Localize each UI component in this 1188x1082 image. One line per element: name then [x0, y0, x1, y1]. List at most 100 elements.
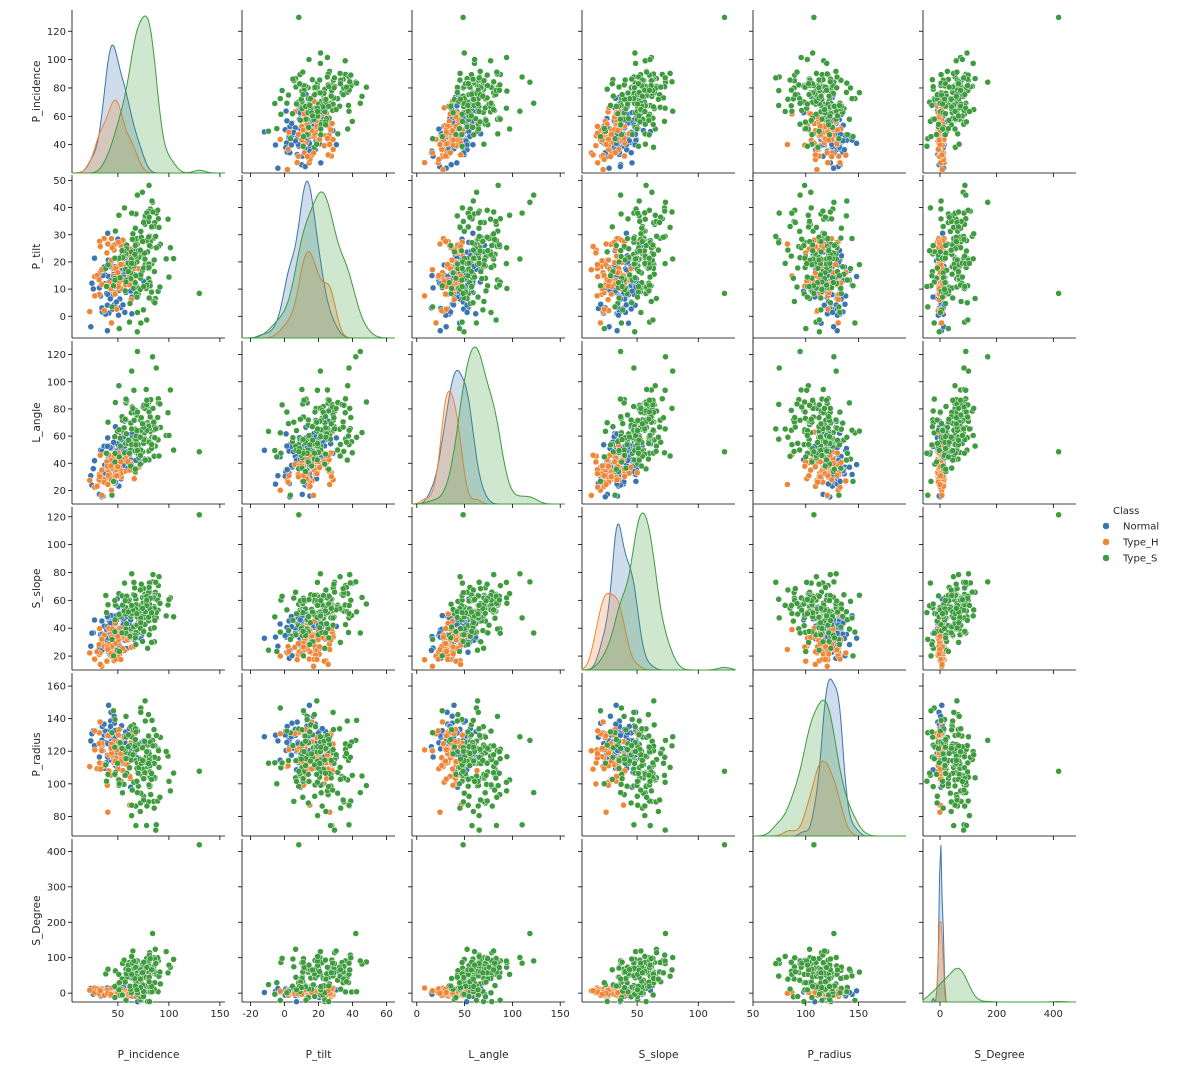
- point-Type_H: [935, 136, 943, 144]
- point-Type_S: [808, 415, 815, 423]
- point-Type_S: [835, 303, 843, 311]
- point-Type_S: [843, 89, 850, 96]
- y-tick-label: 10: [53, 285, 66, 296]
- point-Type_S: [927, 133, 935, 140]
- point-Type_S: [128, 260, 135, 267]
- point-Type_H: [115, 239, 122, 246]
- panel-P_incidence-vs-S_slope: [578, 10, 735, 177]
- point-Type_S: [503, 285, 511, 292]
- point-Type_S: [798, 236, 805, 243]
- point-Type_H: [104, 240, 112, 248]
- point-Type_S: [621, 76, 629, 84]
- point-Type_S: [613, 103, 620, 110]
- point-Type_H: [588, 492, 595, 499]
- point-Type_S: [325, 83, 332, 90]
- point-Type_H: [443, 305, 450, 313]
- point-Type_S: [952, 414, 960, 421]
- point-Type_S: [317, 49, 324, 57]
- point-Type_S: [149, 353, 156, 361]
- point-Type_S: [935, 447, 943, 454]
- y-tick-label: 20: [53, 486, 66, 497]
- point-Type_S: [641, 108, 649, 115]
- point-Type_S: [775, 401, 783, 408]
- point-Type_S: [314, 425, 321, 433]
- point-Type_S: [613, 465, 620, 473]
- point-Type_S: [962, 387, 969, 394]
- point-Type_S: [839, 263, 846, 271]
- point-Normal: [846, 463, 853, 471]
- point-Type_S: [128, 367, 135, 375]
- point-Type_S: [623, 441, 631, 448]
- point-Type_S: [971, 295, 979, 302]
- point-Type_S: [167, 386, 174, 394]
- point-Normal: [437, 327, 444, 334]
- point-Type_S: [942, 465, 949, 473]
- point-Type_S: [271, 100, 279, 107]
- point-Type_S: [847, 265, 854, 272]
- point-Type_S: [635, 283, 642, 290]
- point-Type_S: [805, 441, 812, 448]
- point-Type_H: [108, 235, 115, 242]
- point-Type_S: [475, 224, 483, 232]
- point-Type_S: [129, 405, 137, 412]
- point-Type_S: [487, 309, 495, 316]
- point-Type_S: [317, 131, 325, 139]
- point-Type_S: [492, 316, 500, 324]
- point-Type_S: [626, 271, 633, 279]
- kde-Type_S: [242, 191, 395, 339]
- point-Normal: [104, 434, 111, 442]
- point-Type_S: [814, 265, 822, 272]
- point-Type_S: [153, 244, 160, 252]
- point-Type_S: [132, 465, 139, 473]
- point-Type_S: [458, 111, 466, 118]
- point-Type_S: [325, 397, 333, 404]
- point-Type_S: [966, 260, 973, 267]
- point-Type_S: [815, 414, 823, 421]
- point-Type_S: [468, 283, 475, 290]
- point-Type_S: [792, 423, 799, 431]
- point-Type_S: [458, 247, 465, 255]
- y-tick-label: 80: [53, 404, 66, 415]
- point-Type_S: [302, 468, 309, 475]
- point-Type_S: [344, 125, 351, 133]
- point-Type_H: [621, 473, 628, 480]
- point-Type_S: [656, 423, 663, 431]
- point-Type_S: [137, 452, 144, 459]
- point-Type_S: [112, 399, 119, 406]
- point-Type_S: [856, 261, 863, 268]
- point-Type_S: [167, 244, 174, 251]
- point-Type_H: [443, 140, 450, 148]
- point-Type_S: [809, 49, 816, 57]
- point-Type_S: [321, 460, 329, 468]
- point-Type_S: [619, 306, 626, 314]
- point-Normal: [299, 491, 306, 498]
- point-Type_S: [963, 247, 970, 255]
- point-Type_S: [324, 54, 331, 61]
- point-Type_S: [955, 268, 962, 275]
- point-Type_S: [470, 197, 477, 205]
- point-Type_S: [849, 133, 857, 140]
- point-Type_S: [460, 218, 467, 225]
- point-Normal: [428, 272, 436, 279]
- point-Type_H: [328, 120, 336, 127]
- point-Type_S: [825, 121, 832, 129]
- y-tick-label: 120: [47, 350, 66, 361]
- point-Type_S: [843, 212, 850, 220]
- point-Type_S: [955, 80, 962, 87]
- point-Type_H: [294, 153, 302, 160]
- point-Normal: [853, 461, 860, 468]
- point-Type_H: [812, 151, 819, 159]
- point-Type_S: [151, 434, 159, 441]
- point-Type_S: [343, 438, 350, 446]
- point-Type_S: [944, 68, 951, 75]
- y-axis-label: L_angle: [31, 402, 43, 442]
- point-Type_S: [345, 102, 352, 109]
- point-Type_S: [635, 436, 643, 444]
- point-Type_S: [156, 400, 164, 408]
- point-Type_S: [345, 432, 352, 440]
- point-Type_S: [601, 325, 608, 332]
- point-Normal: [128, 310, 136, 318]
- point-Type_S: [960, 403, 968, 411]
- point-Type_S: [942, 445, 949, 452]
- point-Type_S: [316, 76, 323, 84]
